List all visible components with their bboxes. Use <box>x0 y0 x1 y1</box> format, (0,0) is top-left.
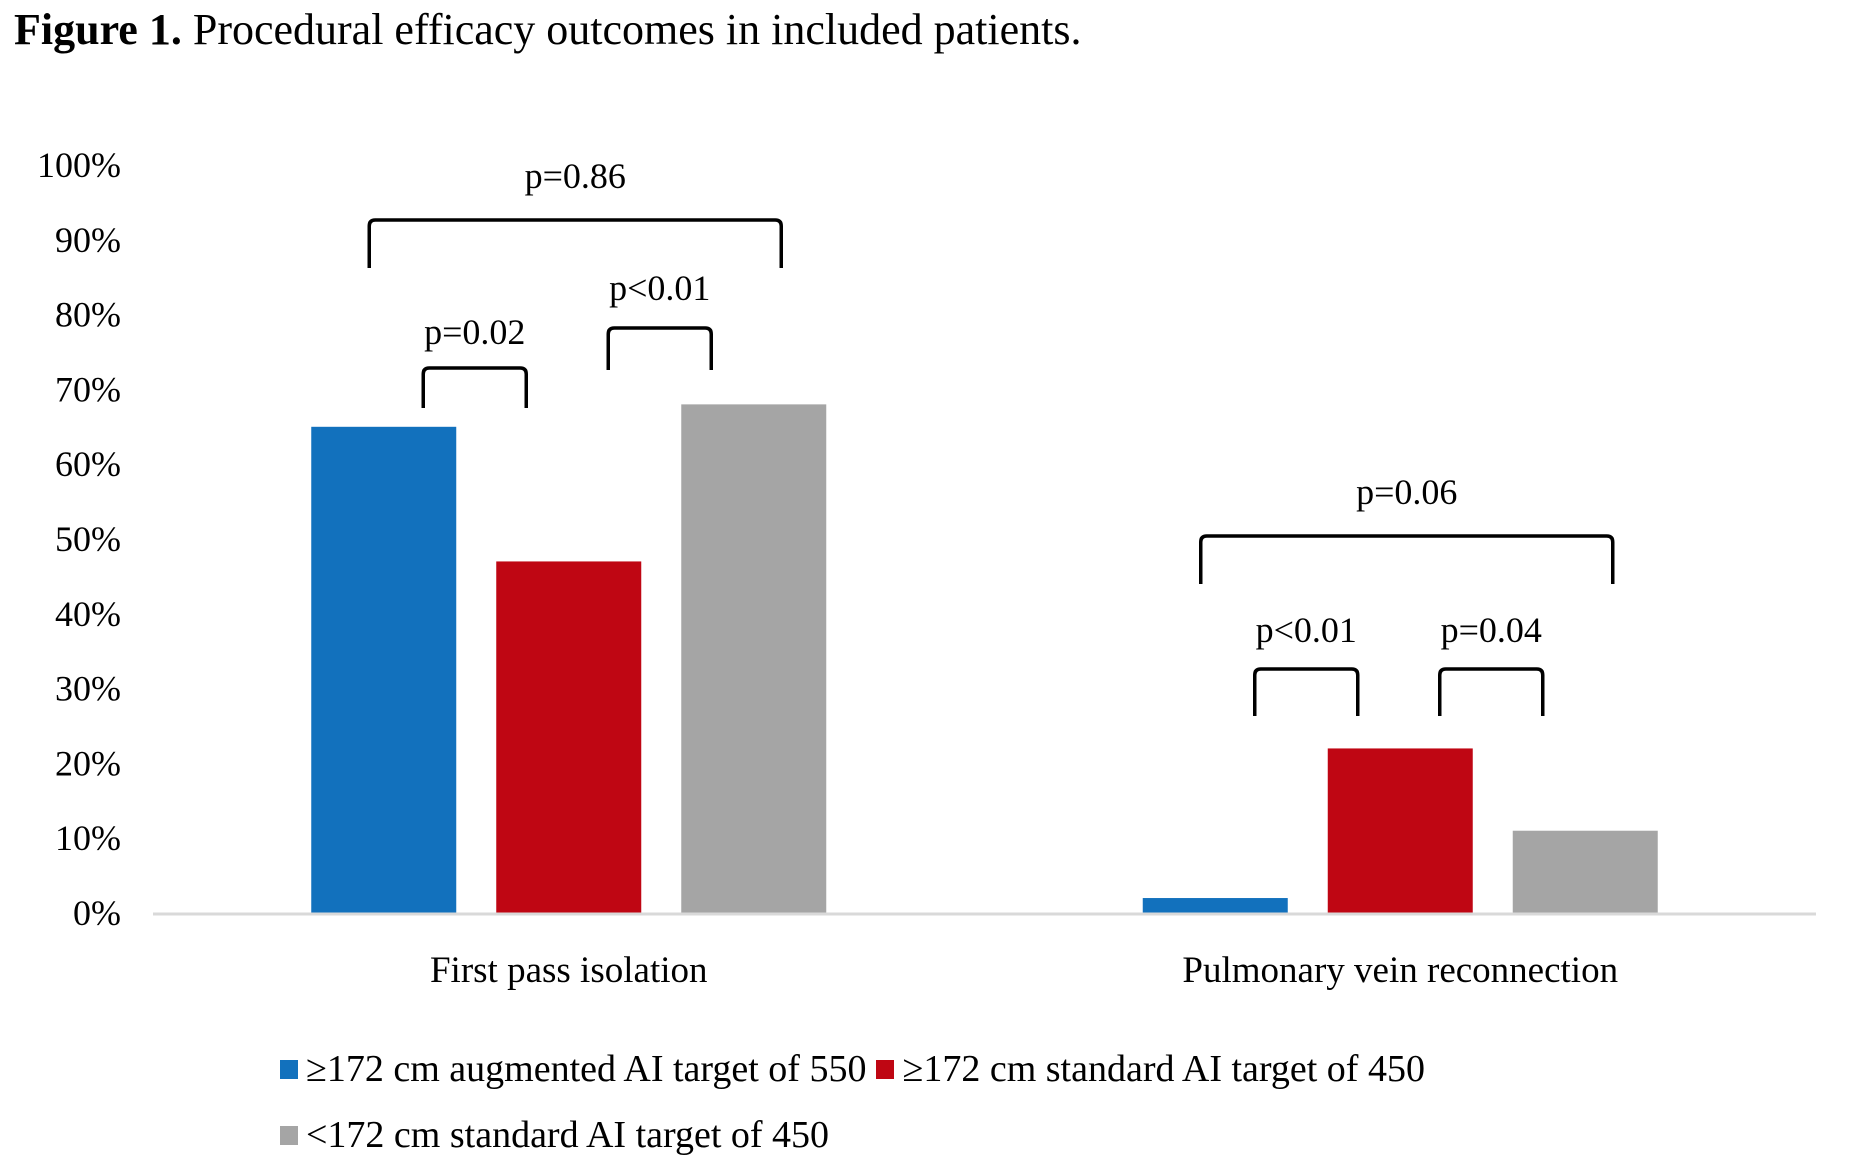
p-value-label: p=0.04 <box>1441 610 1542 650</box>
y-axis-ticks: 0% 10% 20% 30% 40% 50% 60% 70% 80% 90% 100% <box>37 145 121 933</box>
category-labels: First pass isolation Pulmonary vein recon… <box>430 950 1618 991</box>
bar <box>1512 830 1658 913</box>
y-tick-label: 30% <box>55 669 121 709</box>
bar <box>681 404 827 913</box>
significance-bracket <box>1199 534 1615 584</box>
bar <box>311 426 457 913</box>
significance-brackets: p=0.86 p=0.02 p<0.01 p=0.06 p<0.01 p=0.04 <box>367 156 1615 716</box>
legend-item: <172 cm standard AI target of 450 <box>280 1102 829 1168</box>
legend-swatch-icon <box>280 1125 298 1145</box>
significance-bracket <box>1253 667 1360 716</box>
y-tick-label: 100% <box>37 145 121 185</box>
significance-bracket <box>367 218 783 268</box>
y-tick-label: 40% <box>55 594 121 634</box>
bars <box>311 404 1658 913</box>
x-category-label: First pass isolation <box>430 950 708 991</box>
legend-swatch-icon <box>280 1059 298 1079</box>
p-value-label: p=0.86 <box>525 156 626 196</box>
y-tick-label: 10% <box>55 818 121 858</box>
figure-number: Figure 1. <box>14 5 182 54</box>
bar-chart: 0% 10% 20% 30% 40% 50% 60% 70% 80% 90% 100% First … <box>37 145 1816 991</box>
legend-item: ≥172 cm augmented AI target of 550 <box>280 1036 866 1102</box>
significance-bracket <box>421 366 528 408</box>
legend-item: ≥172 cm standard AI target of 450 <box>876 1036 1425 1102</box>
legend-label: <172 cm standard AI target of 450 <box>306 1114 830 1156</box>
p-value-label: p<0.01 <box>609 268 710 308</box>
legend-swatch-icon <box>876 1059 895 1079</box>
significance-bracket <box>606 326 713 370</box>
y-tick-label: 0% <box>73 893 121 933</box>
y-tick-label: 80% <box>55 295 121 335</box>
bar <box>1142 898 1288 913</box>
y-tick-label: 50% <box>55 519 121 559</box>
p-value-label: p<0.01 <box>1256 610 1357 650</box>
y-tick-label: 60% <box>55 444 121 484</box>
y-tick-label: 70% <box>55 369 121 409</box>
p-value-label: p=0.02 <box>424 312 525 352</box>
legend-row-1: ≥172 cm augmented AI target of 550 ≥172 … <box>280 1036 1680 1102</box>
p-value-label: p=0.06 <box>1356 472 1457 512</box>
x-category-label: Pulmonary vein reconnection <box>1182 950 1618 991</box>
significance-bracket <box>1438 667 1545 716</box>
y-tick-label: 90% <box>55 220 121 260</box>
figure-caption: Procedural efficacy outcomes in included… <box>181 5 1082 54</box>
legend-label: ≥172 cm augmented AI target of 550 <box>306 1048 867 1090</box>
legend-label: ≥172 cm standard AI target of 450 <box>902 1048 1425 1090</box>
y-tick-label: 20% <box>55 743 121 783</box>
bar <box>496 561 642 913</box>
bar <box>1327 748 1473 913</box>
figure-title: Figure 1. Procedural efficacy outcomes i… <box>14 2 1082 58</box>
legend-row-2: <172 cm standard AI target of 450 <box>280 1102 1680 1168</box>
legend: ≥172 cm augmented AI target of 550 ≥172 … <box>280 1036 1680 1168</box>
